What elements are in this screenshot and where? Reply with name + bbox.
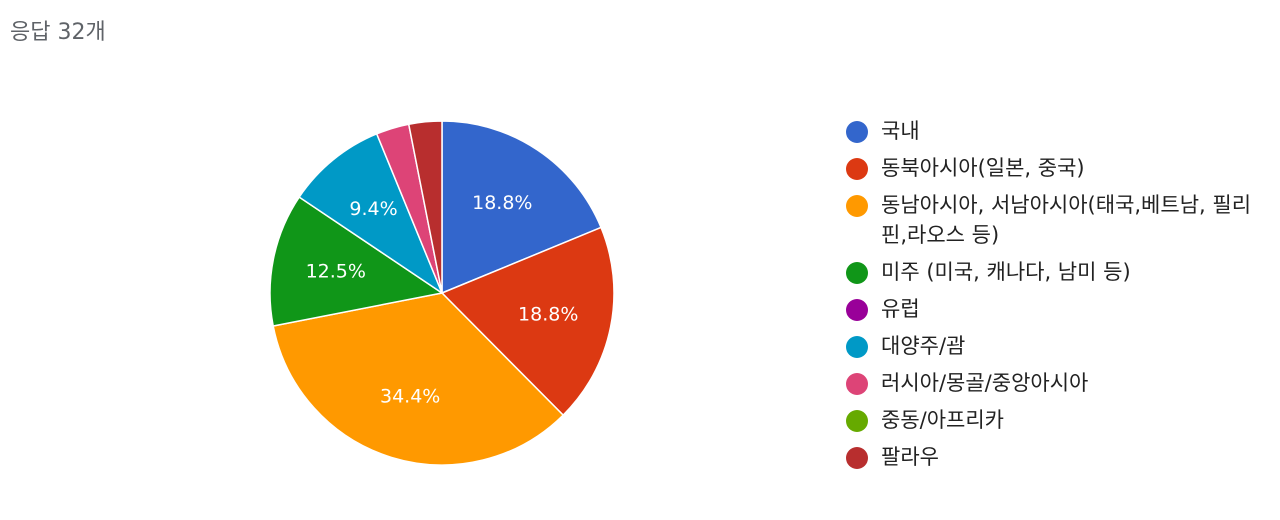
legend-label: 대양주/괌 — [881, 334, 966, 358]
legend-label: 팔라우 — [881, 445, 939, 469]
pie-slice[interactable] — [440, 226, 615, 417]
legend-item[interactable]: 유럽 — [846, 294, 1266, 324]
legend-label: 동남아시아, 서남아시아(태국,베트남, 필리핀,라오스 등) — [881, 193, 1252, 247]
legend-label: 국내 — [881, 119, 920, 143]
legend-swatch — [846, 373, 868, 395]
legend-item[interactable]: 미주 (미국, 캐나다, 남미 등) — [846, 257, 1266, 287]
legend-swatch — [846, 262, 868, 284]
legend-item[interactable]: 러시아/몽골/중앙아시아 — [846, 368, 1266, 398]
pie-slice[interactable] — [441, 120, 603, 295]
legend-swatch — [846, 410, 868, 432]
legend-item[interactable]: 동북아시아(일본, 중국) — [846, 153, 1266, 183]
legend-item[interactable]: 대양주/괌 — [846, 331, 1266, 361]
legend-label: 미주 (미국, 캐나다, 남미 등) — [881, 260, 1131, 284]
legend-item[interactable]: 국내 — [846, 116, 1266, 146]
legend-swatch — [846, 158, 868, 180]
slice-percentage-label: 9.4% — [349, 198, 397, 220]
legend-label: 동북아시아(일본, 중국) — [881, 156, 1085, 180]
response-count: 응답 32개 — [10, 20, 106, 45]
legend-swatch — [846, 195, 868, 217]
slice-percentage-label: 12.5% — [306, 261, 366, 283]
legend-swatch — [846, 336, 868, 358]
legend-item[interactable]: 팔라우 — [846, 442, 1266, 472]
legend-swatch — [846, 121, 868, 143]
legend-label: 러시아/몽골/중앙아시아 — [881, 371, 1089, 395]
legend-label: 유럽 — [881, 297, 920, 321]
slice-percentage-label: 18.8% — [472, 192, 532, 214]
legend-swatch — [846, 447, 868, 469]
legend-label: 중동/아프리카 — [881, 408, 1004, 432]
legend-item[interactable]: 동남아시아, 서남아시아(태국,베트남, 필리핀,라오스 등) — [846, 190, 1266, 250]
legend-swatch — [846, 299, 868, 321]
slice-percentage-label: 34.4% — [380, 386, 440, 408]
slice-percentage-label: 18.8% — [518, 303, 578, 325]
pie-slice[interactable] — [298, 132, 444, 295]
pie-slice[interactable] — [269, 196, 444, 327]
pie-slice[interactable] — [272, 292, 565, 466]
legend-item[interactable]: 중동/아프리카 — [846, 405, 1266, 435]
pie-slice[interactable] — [407, 120, 443, 294]
